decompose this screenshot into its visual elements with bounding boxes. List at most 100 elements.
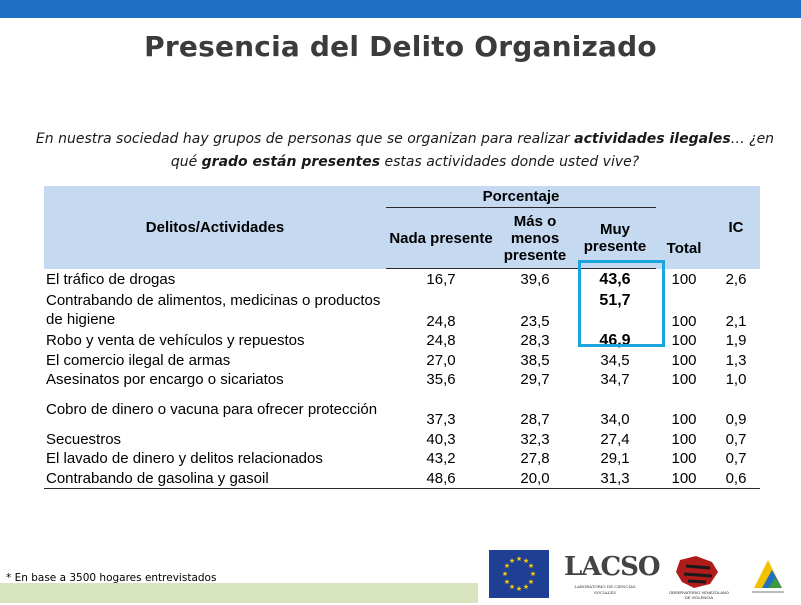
row-mas: 27,8 — [520, 450, 550, 467]
table-row: Cobro de dinero o vacuna para ofrecer pr… — [44, 389, 760, 429]
svg-text:★: ★ — [509, 583, 515, 591]
lacso-logo-text: LACSO — [564, 552, 661, 582]
question-text-1: En nuestra sociedad hay grupos de person… — [35, 131, 575, 147]
row-ic: 1,9 — [725, 332, 747, 349]
header-mas-o-menos: Más o menos presente — [496, 207, 574, 269]
ovv-logo: OBSERVATORIO VENEZOLANO DE VIOLENCIA — [666, 554, 732, 600]
row-muy: 34,7 — [600, 371, 630, 388]
row-activity: El tráfico de drogas — [46, 270, 176, 288]
footnote: * En base a 3500 hogares entrevistados — [6, 572, 217, 584]
row-total: 100 — [671, 332, 697, 349]
row-ic: 1,0 — [725, 371, 747, 388]
row-mas: 39,6 — [520, 270, 550, 288]
table-row: El lavado de dinero y delitos relacionad… — [44, 449, 760, 469]
row-ic: 0,6 — [712, 468, 760, 489]
row-total: 100 — [671, 430, 697, 448]
row-activity: Contrabando de gasolina y gasoil — [44, 468, 386, 489]
row-total: 100 — [656, 468, 712, 489]
row-activity: Asesinatos por encargo o sicariatos — [46, 371, 284, 388]
table-row: El tráfico de drogas 16,7 39,6 43,6 100 … — [44, 269, 760, 289]
eu-flag-logo: ★ ★ ★ ★ ★ ★ ★ ★ ★ ★ ★ ★ — [489, 550, 549, 598]
table-row: Asesinatos por encargo o sicariatos 35,6… — [44, 370, 760, 390]
table-row: Secuestros 40,3 32,3 27,4 100 0,7 — [44, 429, 760, 449]
svg-text:★: ★ — [504, 562, 510, 570]
crime-presence-table: Delitos/Actividades Porcentaje Total IC … — [44, 186, 760, 489]
row-total: 100 — [671, 411, 697, 428]
row-muy-highlighted: 51,7 — [599, 291, 631, 309]
question-bold-2: grado están presentes — [201, 154, 381, 170]
svg-text:★: ★ — [528, 562, 534, 570]
page-title: Presencia del Delito Organizado — [144, 30, 657, 63]
row-muy-highlighted: 46,9 — [599, 332, 631, 349]
table-row: Contrabando de gasolina y gasoil 48,6 20… — [44, 468, 760, 489]
row-mas: 38,5 — [520, 351, 550, 369]
top-accent-bar — [0, 0, 801, 18]
row-ic: 1,3 — [725, 351, 747, 369]
row-nada: 37,3 — [426, 411, 456, 428]
lacso-logo-subtext: LABORATORIO DE CIENCIAS SOCIALES — [574, 584, 636, 595]
row-mas: 32,3 — [520, 430, 550, 448]
header-percentage-group: Porcentaje — [386, 186, 656, 208]
row-nada: 27,0 — [426, 351, 456, 369]
table-row: Robo y venta de vehículos y repuestos 24… — [44, 331, 760, 351]
question-text-2: … ¿en qué — [170, 131, 775, 170]
svg-text:★: ★ — [523, 583, 529, 591]
row-total: 100 — [671, 312, 697, 330]
footnote-bar — [0, 583, 478, 603]
header-nada-presente: Nada presente — [386, 207, 496, 269]
row-activity: Secuestros — [46, 430, 122, 448]
row-mas: 20,0 — [496, 468, 574, 489]
row-activity: El lavado de dinero y delitos relacionad… — [46, 450, 323, 467]
svg-text:★: ★ — [502, 570, 508, 578]
row-ic: 2,1 — [725, 312, 747, 330]
question-text-3: estas actividades donde usted vive? — [380, 154, 640, 170]
svg-text:★: ★ — [528, 578, 534, 586]
row-activity: El comercio ilegal de armas — [46, 351, 231, 369]
survey-question: En nuestra sociedad hay grupos de person… — [25, 128, 785, 174]
row-muy: 34,0 — [600, 411, 630, 428]
svg-text:★: ★ — [504, 578, 510, 586]
header-activities: Delitos/Actividades — [44, 186, 386, 269]
row-total: 100 — [671, 450, 697, 467]
row-muy: 31,3 — [574, 468, 656, 489]
row-total: 100 — [671, 371, 697, 388]
row-activity: Contrabando de alimentos, medicinas o pr… — [46, 291, 381, 328]
svg-text:★: ★ — [523, 557, 529, 565]
row-total: 100 — [671, 351, 697, 369]
svg-text:★: ★ — [516, 585, 522, 593]
table-row: Contrabando de alimentos, medicinas o pr… — [44, 289, 760, 331]
row-ic: 0,9 — [725, 411, 747, 428]
row-muy-highlighted: 43,6 — [599, 270, 631, 288]
ovv-logo-text: OBSERVATORIO VENEZOLANO DE VIOLENCIA — [669, 590, 729, 600]
row-ic: 0,7 — [725, 430, 747, 448]
header-ic: IC — [712, 186, 760, 269]
row-mas: 29,7 — [520, 371, 550, 388]
partner-logo — [748, 552, 788, 600]
question-bold-1: actividades ilegales — [574, 131, 731, 147]
svg-text:★: ★ — [530, 570, 536, 578]
row-activity: Cobro de dinero o vacuna para ofrecer pr… — [46, 400, 378, 418]
row-total: 100 — [671, 270, 697, 288]
row-ic: 0,7 — [725, 450, 747, 467]
row-nada: 35,6 — [426, 371, 456, 388]
row-nada: 24,8 — [426, 332, 456, 349]
row-muy: 29,1 — [600, 450, 630, 467]
row-nada: 40,3 — [426, 430, 456, 448]
row-mas: 28,3 — [520, 332, 550, 349]
table-row: El comercio ilegal de armas 27,0 38,5 34… — [44, 350, 760, 370]
row-mas: 28,7 — [520, 411, 550, 428]
row-muy: 34,5 — [600, 351, 630, 369]
row-nada: 24,8 — [426, 312, 456, 330]
row-nada: 16,7 — [426, 270, 456, 288]
lacso-logo: LACSO LABORATORIO DE CIENCIAS SOCIALES — [564, 550, 661, 595]
svg-text:★: ★ — [516, 555, 522, 563]
row-ic: 2,6 — [725, 270, 747, 288]
row-mas: 23,5 — [520, 312, 550, 330]
svg-text:★: ★ — [509, 557, 515, 565]
header-total: Total — [656, 186, 712, 269]
row-nada: 48,6 — [386, 468, 496, 489]
row-muy: 27,4 — [600, 430, 630, 448]
row-activity: Robo y venta de vehículos y repuestos — [46, 332, 305, 349]
row-nada: 43,2 — [426, 450, 456, 467]
header-muy-presente: Muy presente — [574, 207, 656, 269]
